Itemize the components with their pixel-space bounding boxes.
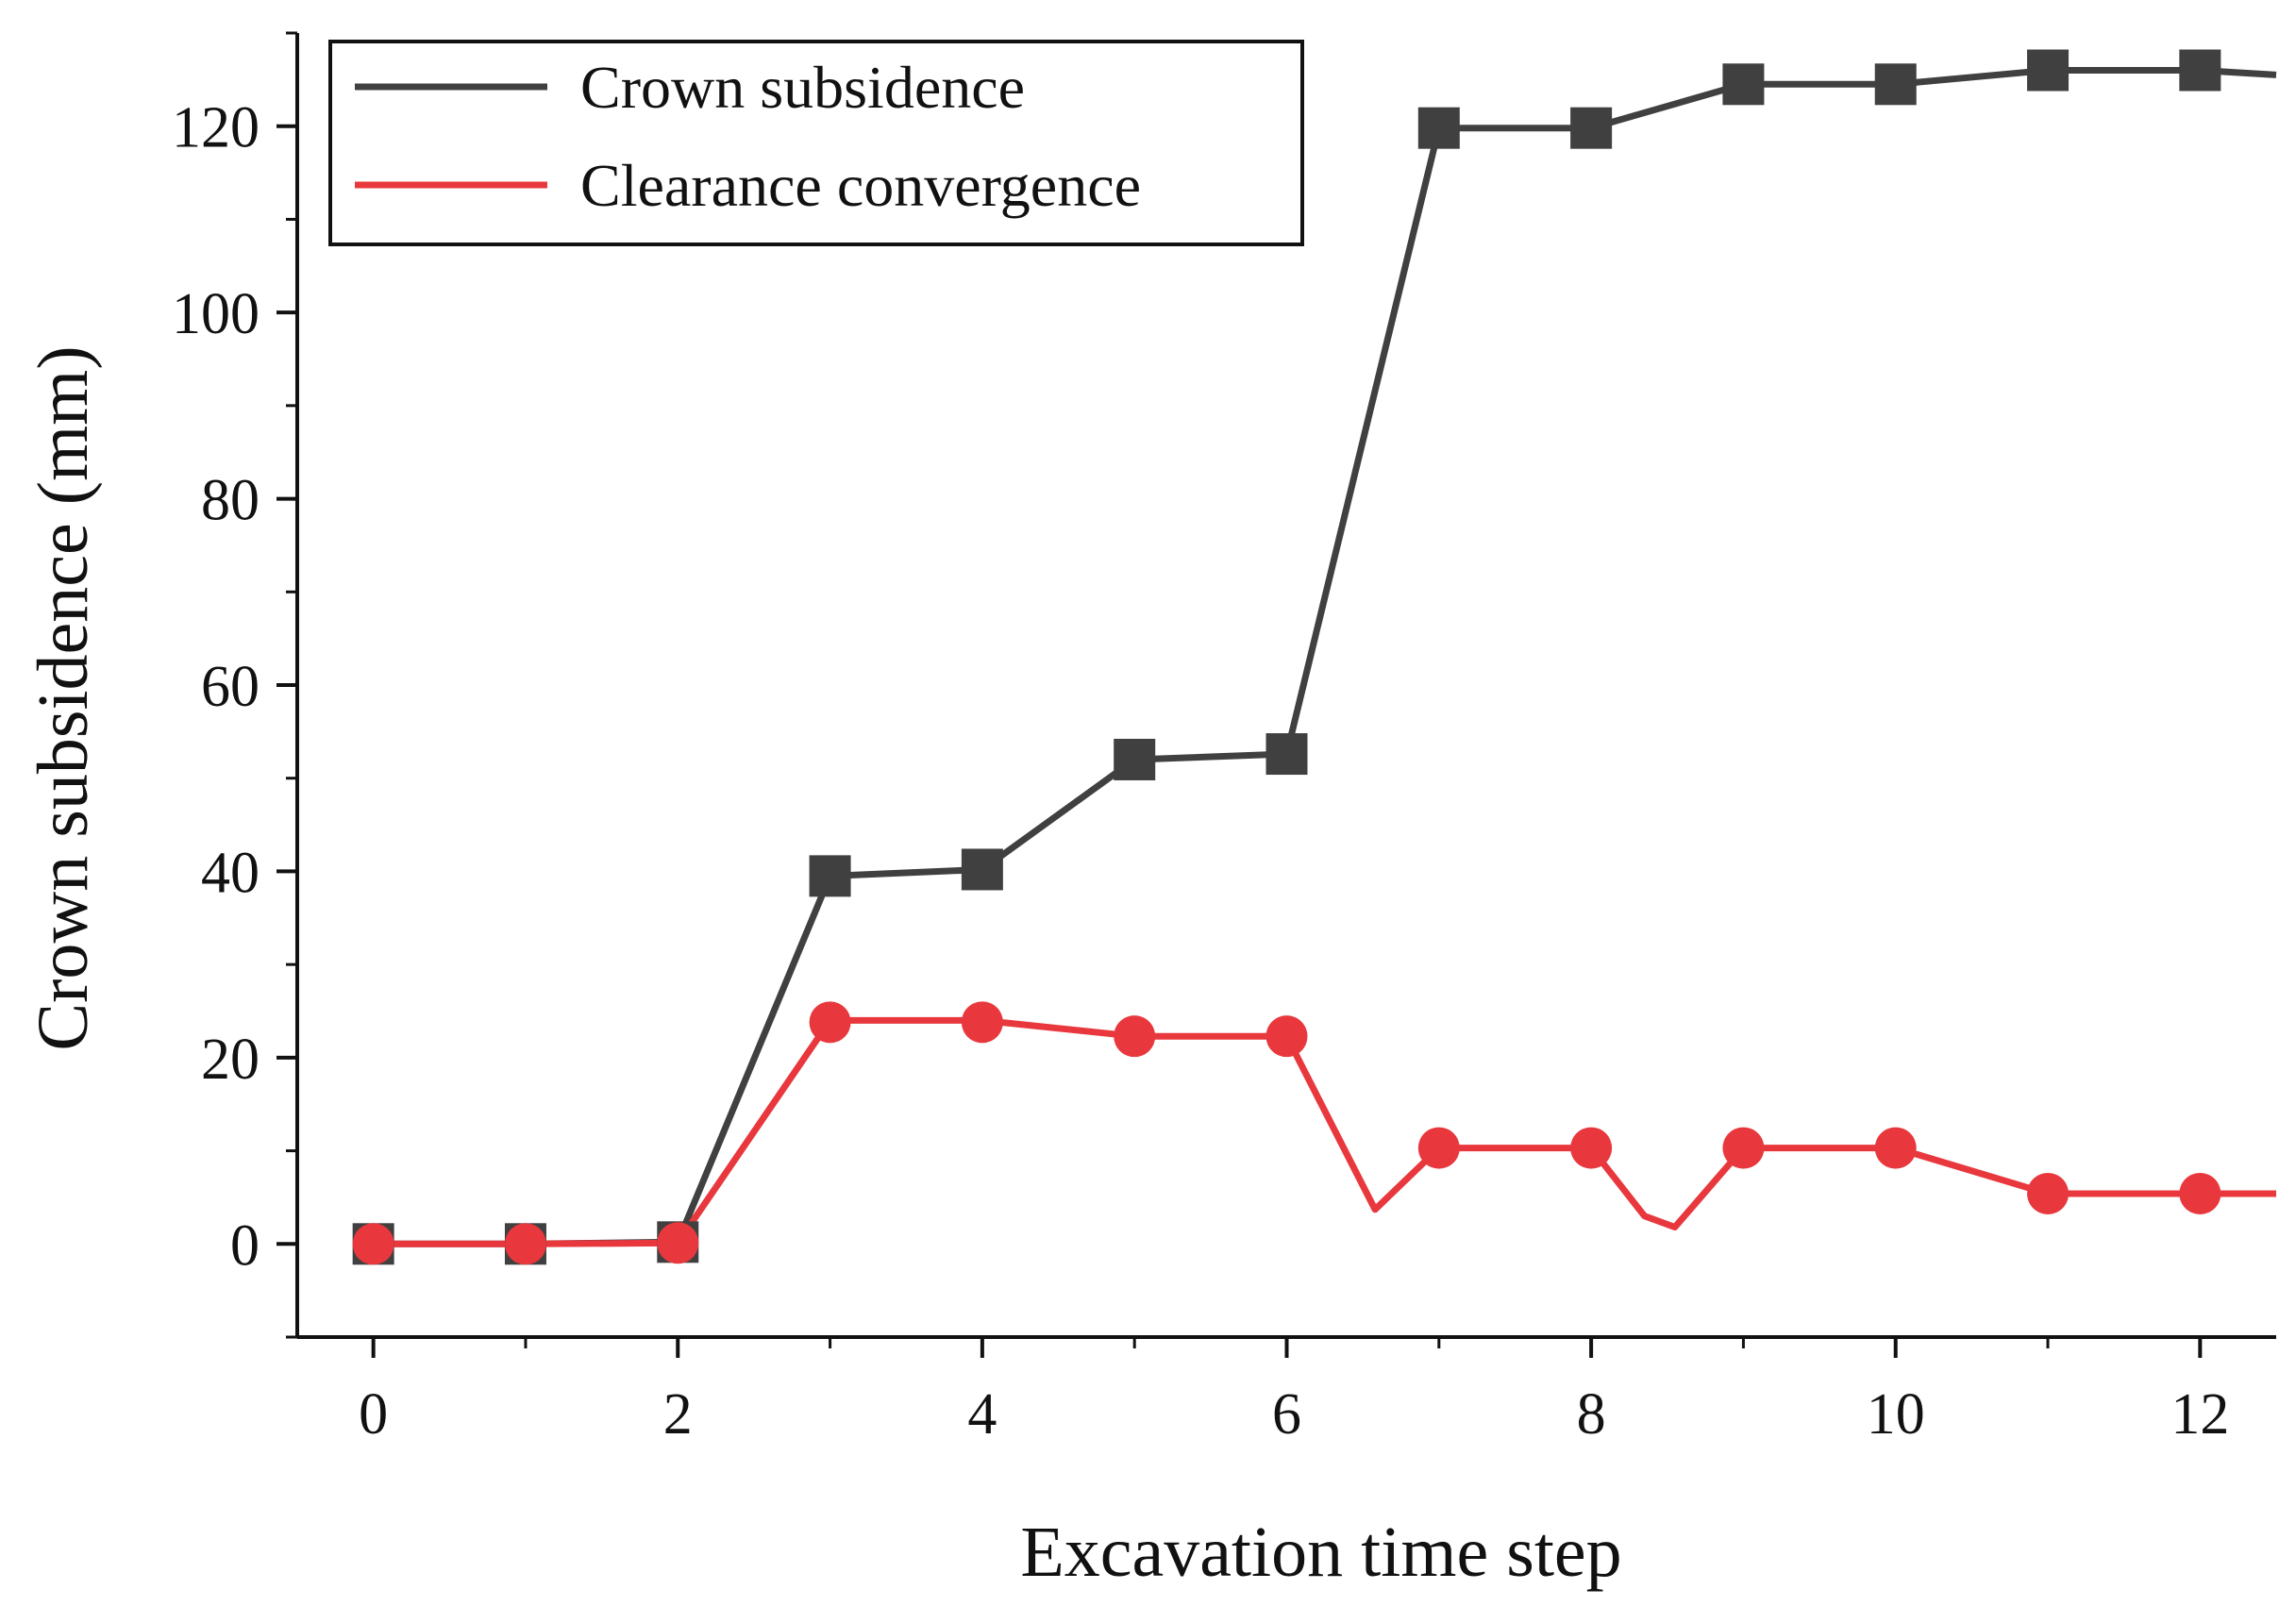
data-point-clearance-convergence: [504, 1223, 546, 1265]
data-point-clearance-convergence: [1417, 1127, 1460, 1169]
y-tick-label: 20: [201, 1028, 260, 1092]
x-tick-label: 12: [2170, 1382, 2229, 1447]
legend: Crown subsidence Clearance convergence: [328, 40, 1304, 246]
series-line-crown-subsidence: [373, 67, 2277, 1247]
x-tick-label: 0: [359, 1382, 388, 1447]
x-tick-label: 2: [663, 1382, 693, 1447]
y-axis-title: Crown subsidence (mm): [24, 345, 103, 1050]
data-point-clearance-convergence: [1874, 1127, 1917, 1169]
y-tick-label: 60: [201, 655, 260, 719]
data-point-clearance-convergence: [1114, 1015, 1156, 1058]
data-point-clearance-convergence: [1265, 1015, 1308, 1058]
data-point-crown-subsidence: [1874, 63, 1917, 106]
y-tick-label: 0: [230, 1213, 260, 1278]
data-point-crown-subsidence: [2027, 49, 2070, 92]
data-point-crown-subsidence: [1417, 107, 1460, 149]
data-point-crown-subsidence: [1114, 738, 1156, 780]
legend-label-crown-subsidence: Crown subsidence: [580, 54, 1025, 121]
data-point-clearance-convergence: [961, 1001, 1003, 1044]
plot-markers: [352, 49, 2221, 1265]
x-tick-label: 8: [1577, 1382, 1606, 1447]
data-point-crown-subsidence: [1265, 733, 1308, 776]
plot-lines: [373, 67, 2277, 1247]
data-point-crown-subsidence: [961, 848, 1003, 891]
data-point-clearance-convergence: [2027, 1172, 2070, 1214]
data-point-clearance-convergence: [352, 1223, 394, 1265]
y-tick-label: 120: [172, 96, 260, 160]
axes: 0 20 40 60 80 100 120 0 2 4 6 8 10 12: [172, 31, 2276, 1447]
y-tick-label: 80: [201, 469, 260, 533]
x-tick-label: 10: [1867, 1382, 1925, 1447]
data-point-clearance-convergence: [2179, 1172, 2221, 1214]
data-point-clearance-convergence: [657, 1222, 699, 1264]
legend-box: [328, 40, 1304, 246]
x-tick-label: 6: [1272, 1382, 1301, 1447]
data-point-crown-subsidence: [1570, 107, 1613, 149]
data-point-clearance-convergence: [1722, 1127, 1765, 1169]
data-point-crown-subsidence: [2179, 49, 2221, 92]
y-tick-label: 40: [201, 841, 260, 905]
data-point-clearance-convergence: [1570, 1127, 1613, 1169]
data-point-crown-subsidence: [809, 855, 851, 897]
series-line-clearance-convergence: [373, 1016, 2276, 1247]
x-tick-label: 4: [967, 1382, 997, 1447]
data-point-clearance-convergence: [809, 1001, 851, 1044]
legend-label-clearance-convergence: Clearance convergence: [580, 152, 1141, 219]
x-axis-title: Excavation time step: [1020, 1513, 1621, 1592]
data-point-crown-subsidence: [1722, 63, 1765, 106]
y-tick-label: 100: [172, 282, 260, 346]
